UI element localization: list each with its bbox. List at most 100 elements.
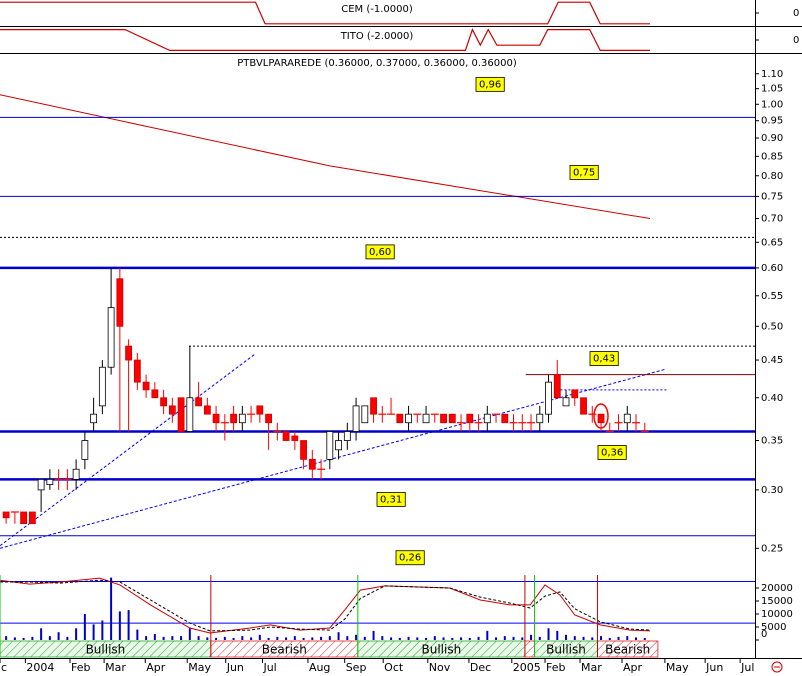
volume-bar: [215, 637, 218, 640]
volume-bar: [250, 637, 253, 640]
candle-body: [151, 389, 159, 399]
level-label: 0,60: [369, 247, 391, 258]
y-tick-label: 0.45: [761, 355, 783, 366]
x-tick-label: Apr: [146, 661, 166, 674]
volume-bar: [83, 614, 86, 640]
y-tick-label: 0.60: [761, 263, 783, 274]
volume-bar: [486, 630, 489, 640]
volume-bar: [101, 620, 104, 640]
candle-body: [291, 435, 299, 441]
y-tick-label: 5000: [761, 622, 786, 633]
volume-bar: [416, 637, 419, 640]
volume-bar: [13, 637, 16, 640]
y-tick-label: 0.80: [761, 171, 783, 182]
volume-bar: [346, 636, 349, 640]
candle-body: [20, 511, 28, 525]
candle-body: [256, 405, 264, 415]
y-tick-label: 0: [793, 35, 799, 46]
zoom-icon[interactable]: [771, 661, 783, 673]
volume-bar: [171, 636, 174, 640]
candle-body: [81, 440, 89, 460]
candle-body: [580, 397, 587, 415]
x-tick-label: May: [188, 661, 211, 674]
volume-bar: [381, 636, 384, 640]
x-tick-label: Apr: [623, 661, 643, 674]
candle-body: [238, 413, 246, 424]
x-tick-label: Jul: [262, 661, 276, 674]
y-tick-label: 0: [793, 8, 799, 19]
volume-bar: [363, 636, 366, 640]
x-tick-label: Jul: [740, 661, 754, 674]
y-tick-label: 0.35: [761, 436, 783, 447]
y-tick-label: 1.10: [761, 69, 783, 80]
volume-bar: [311, 637, 314, 640]
candle-body: [98, 366, 106, 407]
volume-bar: [608, 637, 611, 640]
level-label: 0,75: [573, 167, 595, 178]
volume-bar: [643, 637, 646, 640]
y-tick-label: 1.00: [761, 99, 783, 110]
signal-band: [524, 640, 535, 658]
candle-body: [177, 397, 185, 432]
volume-bar: [66, 636, 69, 640]
volume-bar: [521, 637, 524, 640]
volume-bar: [232, 637, 235, 640]
level-label-box: [569, 165, 599, 180]
candle-body: [422, 413, 430, 424]
volume-bar: [573, 636, 576, 640]
candle-body: [466, 413, 474, 424]
volume-bar: [451, 637, 454, 640]
x-tick-label: Feb: [71, 661, 90, 674]
y-tick-label: 0.90: [761, 133, 783, 144]
candle-body: [28, 511, 36, 525]
volume-bar: [197, 636, 200, 640]
y-tick-label: 1.05: [761, 84, 783, 95]
volume-bar: [320, 636, 323, 640]
level-label-box: [597, 445, 627, 460]
volume-bar: [337, 632, 340, 640]
y-tick-label: 0.55: [761, 291, 783, 302]
level-label: 0,43: [593, 354, 615, 365]
volume-bar: [503, 636, 506, 640]
candle-body: [195, 397, 202, 407]
volume-bar: [468, 637, 471, 640]
volume-bar: [92, 624, 95, 640]
candle-body: [300, 440, 307, 460]
volume-bar: [328, 636, 331, 640]
level-label-box: [475, 76, 505, 92]
candle-body: [501, 413, 509, 424]
volume-bar: [188, 628, 191, 640]
candle-body: [553, 374, 561, 399]
candle-body: [37, 478, 45, 491]
volume-bar: [162, 636, 165, 640]
x-tick-label: Oct: [384, 661, 404, 674]
average-line: [0, 94, 651, 219]
candle-body: [370, 397, 377, 415]
y-tick-label: 0.85: [761, 151, 783, 162]
candle-body: [230, 413, 237, 424]
y-tick-label: 0.50: [761, 321, 783, 332]
candle-body: [571, 389, 579, 399]
candle-body: [343, 431, 351, 441]
volume-average: [0, 579, 651, 632]
x-tick-label: May: [666, 661, 689, 674]
signal-label: Bullish: [546, 643, 586, 657]
trend-line: [0, 353, 256, 547]
volume-bar: [617, 636, 620, 640]
volume-bar: [565, 634, 568, 640]
candle-body: [72, 468, 80, 480]
candle-body: [405, 413, 412, 424]
x-tick-label: Jun: [226, 661, 244, 674]
candle-body: [282, 431, 290, 441]
volume-bar: [223, 636, 226, 640]
candle-body: [448, 413, 456, 424]
x-tick-label: 2004: [26, 661, 54, 674]
candle-body: [107, 307, 115, 368]
x-tick-label: 2005: [513, 661, 541, 674]
y-tick-label: 15000: [761, 596, 793, 607]
panel-title: CEM (-1.0000): [341, 4, 413, 15]
panel-title: TITO (-2.0000): [340, 31, 414, 42]
candle-body: [186, 397, 194, 432]
y-tick-label: 0.65: [761, 237, 783, 248]
